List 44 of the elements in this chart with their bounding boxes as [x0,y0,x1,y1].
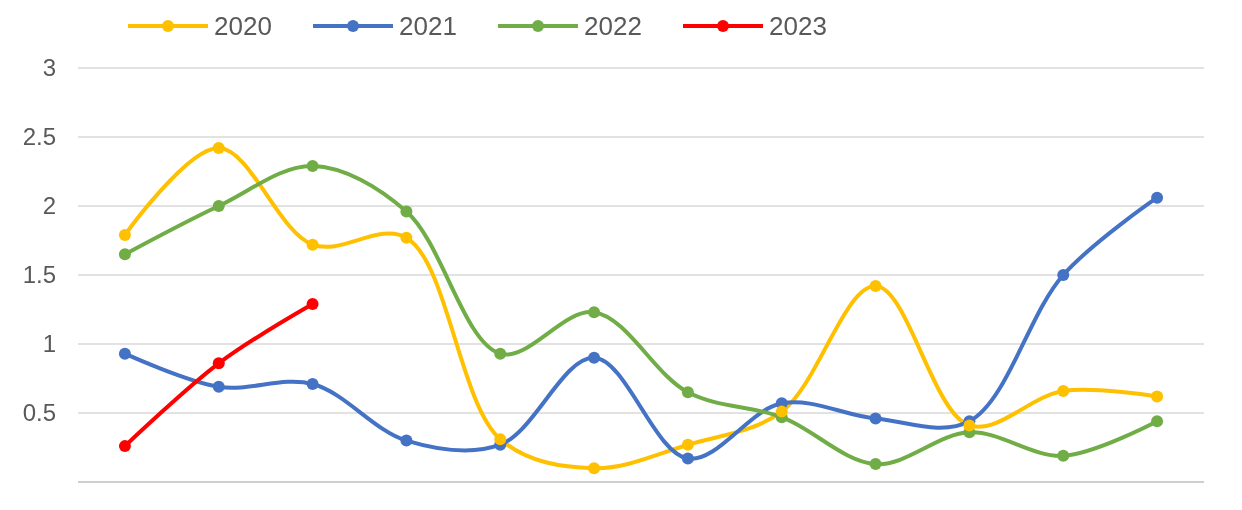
point [306,297,319,310]
point [869,458,882,471]
point [118,228,131,241]
legend-label: 2023 [769,11,827,42]
point [212,200,225,212]
point [681,452,694,465]
point [306,238,319,251]
y-tick-label: 1.5 [22,261,56,289]
point [306,378,319,391]
legend-label: 2022 [584,11,642,42]
legend-label: 2020 [214,11,272,42]
point [212,142,225,155]
point [588,306,601,319]
point [212,380,225,393]
point [963,419,976,432]
y-tick-label: 3 [42,54,56,82]
point [118,440,131,453]
point [306,159,319,172]
point [1151,191,1164,204]
point [681,438,694,451]
point [1151,390,1164,403]
point [494,347,507,360]
point [869,412,882,425]
point [1057,269,1070,281]
point [1057,384,1070,397]
y-tick-label: 2.5 [22,123,56,151]
point [588,462,601,475]
point [400,205,413,218]
point [1151,415,1164,428]
point [1057,449,1070,462]
point [400,231,413,244]
y-tick-label: 1 [42,330,56,358]
point [400,434,413,447]
point [118,347,131,360]
legend-label: 2021 [399,11,457,42]
point [118,248,131,261]
point [681,386,694,399]
y-tick-label: 2 [42,192,56,220]
point [869,280,882,293]
y-tick-label: 0.5 [22,399,56,427]
point [588,351,601,364]
point [775,405,788,418]
point [494,433,507,446]
point [212,357,225,370]
